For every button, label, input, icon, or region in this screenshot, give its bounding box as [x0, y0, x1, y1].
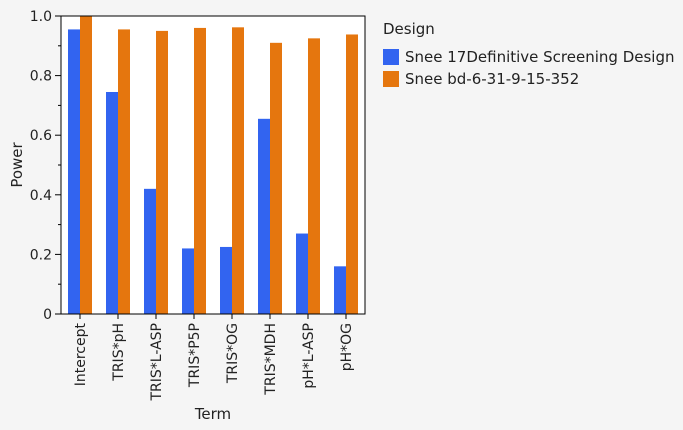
x-axis-label: Term [194, 405, 231, 423]
bar [118, 29, 130, 314]
x-tick-label: TRIS*P5P [187, 323, 203, 388]
y-tick-label: 0.4 [30, 188, 52, 204]
bar [194, 27, 206, 314]
x-tick-label: TRIS*pH [111, 323, 127, 382]
bar [296, 233, 308, 314]
bar [258, 118, 270, 314]
x-tick-label: TRIS*L-ASP [149, 323, 165, 402]
legend-swatch-icon [383, 71, 399, 87]
x-tick-label: Intercept [73, 323, 89, 387]
bar [308, 38, 320, 314]
x-tick-label: TRIS*OG [225, 323, 241, 384]
x-axis: Intercept TRIS*pH TRIS*L-ASP TRIS*P5P TRIS*O… [73, 314, 355, 402]
legend-title: Design [383, 20, 435, 38]
legend-item: Snee 17Definitive Screening Design [383, 46, 675, 68]
bar [270, 42, 282, 314]
y-tick-label: 0 [43, 307, 52, 323]
bar [68, 29, 80, 314]
y-tick-label: 0.2 [30, 247, 52, 263]
bar [80, 16, 92, 314]
legend-label: Snee 17Definitive Screening Design [405, 48, 675, 66]
legend-item: Snee bd-6-31-9-15-352 [383, 68, 675, 90]
y-tick-label: 0.8 [30, 69, 52, 85]
y-tick-label: 0.6 [30, 128, 52, 144]
bars-group [68, 16, 358, 315]
x-tick-label: TRIS*MDH [263, 323, 279, 396]
bar [346, 34, 358, 314]
y-axis-label: Power [8, 141, 26, 187]
y-axis: 0 0.2 0.4 0.6 0.8 1.0 [30, 9, 61, 323]
bar [144, 188, 156, 314]
legend: Design Snee 17Definitive Screening Desig… [383, 18, 675, 90]
bar [106, 91, 118, 315]
bar [156, 30, 168, 315]
plot-frame [60, 15, 366, 315]
bar [220, 246, 232, 314]
bar [334, 266, 346, 314]
bar [182, 248, 194, 314]
x-tick-label: pH*L-ASP [301, 323, 317, 389]
y-tick-label: 1.0 [30, 9, 52, 25]
bar [232, 27, 244, 314]
legend-label: Snee bd-6-31-9-15-352 [405, 70, 580, 88]
legend-swatch-icon [383, 49, 399, 65]
x-tick-label: pH*OG [339, 323, 355, 371]
